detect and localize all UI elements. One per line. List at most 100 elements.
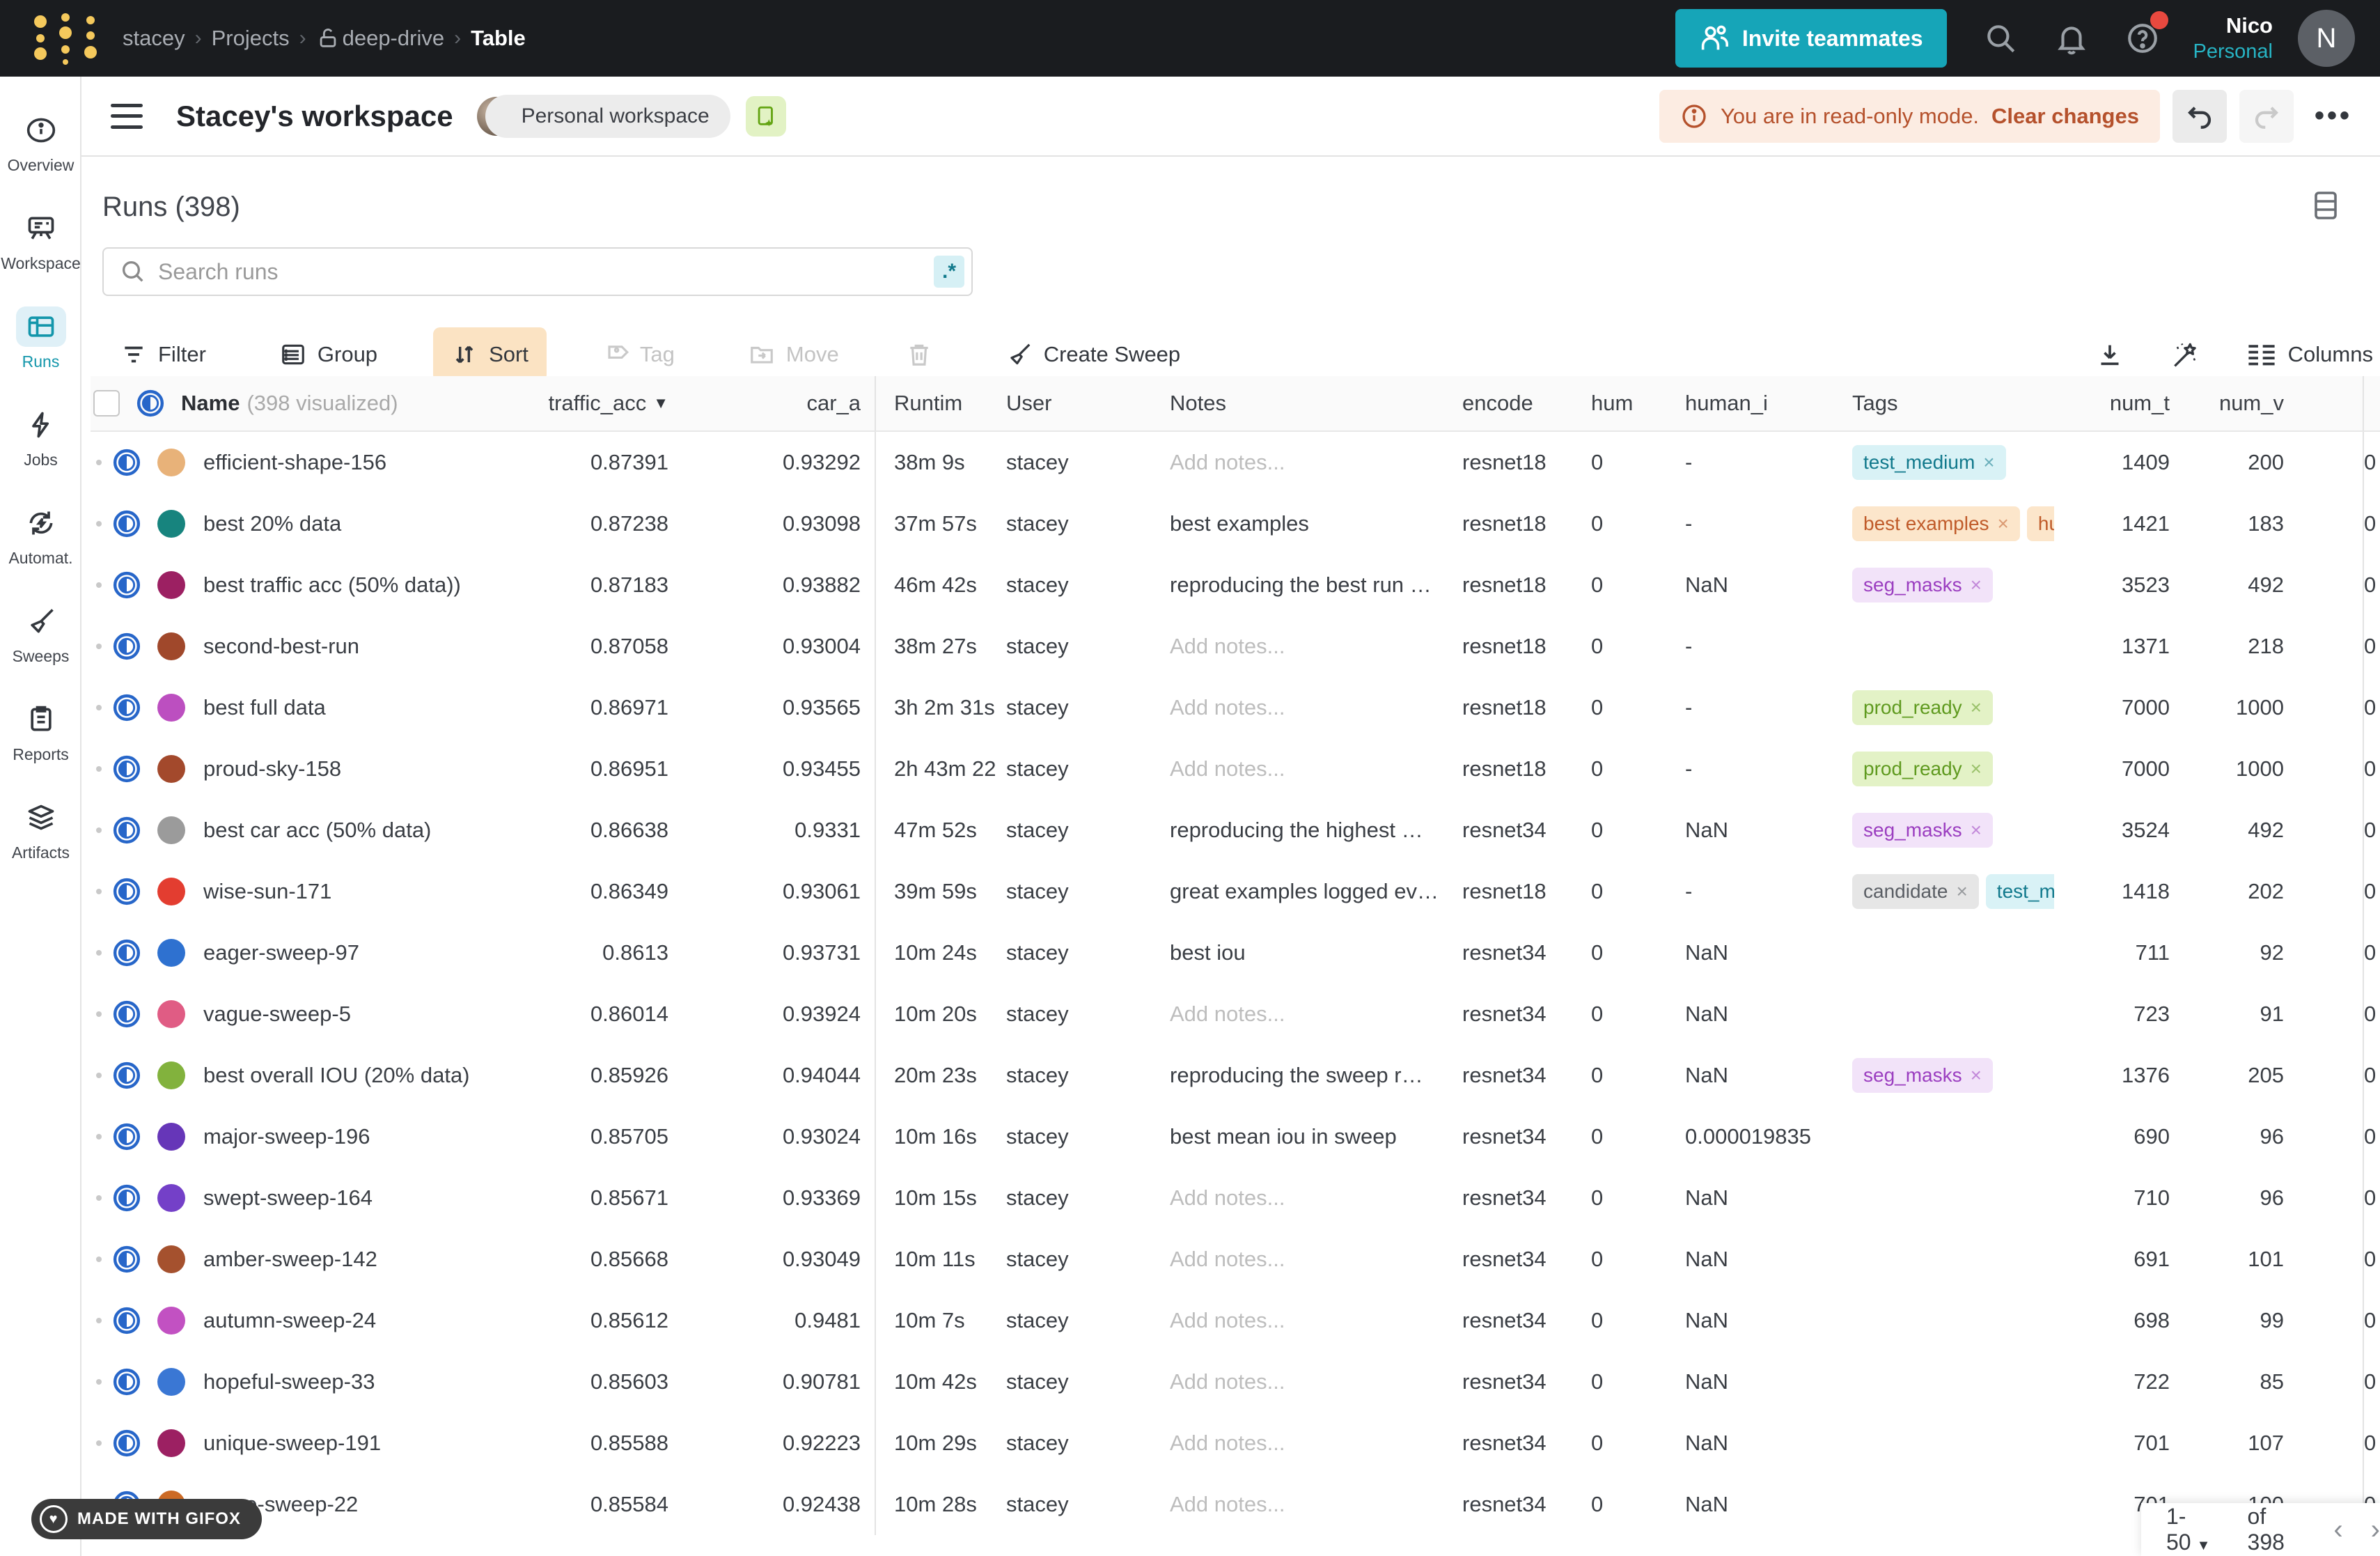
table-row[interactable]: unique-sweep-191 0.85588 0.92223 10m 29s… [91,1413,2380,1474]
select-all-checkbox[interactable] [93,390,120,417]
tag-pill[interactable]: seg_masks × [1852,1058,1993,1093]
remove-tag-icon[interactable]: × [1971,758,1982,780]
visibility-eye-icon[interactable] [111,508,142,539]
tag-pill[interactable]: prod_ready × [1852,752,1993,786]
table-row[interactable]: best traffic acc (50% data)) 0.87183 0.9… [91,554,2380,616]
sidebar-item-jobs[interactable]: Jobs [0,405,81,469]
visibility-eye-icon[interactable] [111,876,142,907]
invite-teammates-button[interactable]: Invite teammates [1675,9,1947,68]
cell-notes[interactable]: Add notes... [1170,1229,1462,1290]
avatar[interactable]: N [2298,10,2355,67]
remove-tag-icon[interactable]: × [1971,574,1982,596]
cell-notes[interactable]: Add notes... [1170,1413,1462,1474]
table-row[interactable]: best 20% data 0.87238 0.93098 37m 57s st… [91,493,2380,554]
visibility-eye-icon[interactable] [111,570,142,600]
sort-button[interactable]: Sort [433,327,547,382]
tag-pill[interactable]: seg_masks × [1852,813,1993,848]
cell-notes[interactable]: best iou [1170,922,1462,983]
workspace-title[interactable]: Stacey's workspace [176,100,453,133]
sidebar-item-workspace[interactable]: Workspace [0,208,81,273]
drag-handle[interactable] [96,1379,102,1385]
visibility-eye-icon[interactable] [111,815,142,846]
regex-toggle-button[interactable]: .* [934,256,964,288]
panel-layout-icon[interactable] [2312,190,2340,224]
visibility-eye-icon[interactable] [111,1060,142,1091]
cell-notes[interactable]: Add notes... [1170,1351,1462,1413]
table-row[interactable]: best car acc (50% data) 0.86638 0.9331 4… [91,800,2380,861]
visibility-eye-icon[interactable] [111,447,142,478]
breadcrumb-project[interactable]: deep-drive [343,26,444,51]
tag-pill[interactable]: best examples × [1852,506,2020,541]
column-header-traffic-acc[interactable]: traffic_acc▼ [536,376,668,430]
run-name[interactable]: wise-sun-171 [203,879,331,904]
column-header-hum[interactable]: hum [1591,376,1685,430]
page-range-dropdown[interactable]: 1-50▼ [2166,1504,2227,1555]
drag-handle[interactable] [96,827,102,833]
table-row[interactable]: best overall IOU (20% data) 0.85926 0.94… [91,1045,2380,1106]
drag-handle[interactable] [96,766,102,772]
cell-notes[interactable]: best examples [1170,493,1462,554]
table-row[interactable]: hopeful-sweep-33 0.85603 0.90781 10m 42s… [91,1351,2380,1413]
notifications-bell-icon[interactable] [2054,21,2089,56]
table-row[interactable]: efficient-shape-156 0.87391 0.93292 38m … [91,432,2380,493]
run-name[interactable]: eager-sweep-97 [203,940,359,965]
column-header-notes[interactable]: Notes [1170,376,1462,430]
visibility-eye-icon[interactable] [111,1367,142,1397]
table-row[interactable]: amber-sweep-142 0.85668 0.93049 10m 11s … [91,1229,2380,1290]
remove-tag-icon[interactable]: × [1983,451,1994,474]
sidebar-item-reports[interactable]: Reports [0,699,81,764]
tag-pill[interactable]: candidate × [1852,874,1979,909]
breadcrumb-user[interactable]: stacey [123,26,185,51]
run-name[interactable]: proud-sky-158 [203,756,341,781]
drag-handle[interactable] [96,1073,102,1078]
create-sweep-button[interactable]: Create Sweep [988,327,1198,382]
cell-notes[interactable]: reproducing the highest … [1170,800,1462,861]
columns-button[interactable]: Columns [2246,327,2373,382]
table-row[interactable]: azure-sweep-22 0.85584 0.92438 10m 28s s… [91,1474,2380,1535]
visibility-eye-icon[interactable] [111,692,142,723]
drag-handle[interactable] [96,521,102,527]
tag-button[interactable]: Tag [584,327,693,382]
column-header-num-t[interactable]: num_t [2054,376,2170,430]
run-name[interactable]: best 20% data [203,511,341,536]
remove-tag-icon[interactable]: × [1998,513,2009,535]
breadcrumb-table[interactable]: Table [471,26,526,51]
table-row[interactable]: second-best-run 0.87058 0.93004 38m 27s … [91,616,2380,677]
column-header-tags[interactable]: Tags [1852,376,2054,430]
breadcrumb-projects[interactable]: Projects [212,26,290,51]
table-row[interactable]: vague-sweep-5 0.86014 0.93924 10m 20s st… [91,983,2380,1045]
run-name[interactable]: amber-sweep-142 [203,1247,377,1272]
run-name[interactable]: best car acc (50% data) [203,818,431,843]
remove-tag-icon[interactable]: × [1971,697,1982,719]
tag-pill[interactable]: test_medium × [1852,445,2006,480]
column-header-name[interactable]: Name [181,391,240,416]
sidebar-item-runs[interactable]: Runs [0,306,81,371]
run-name[interactable]: vague-sweep-5 [203,1002,351,1027]
table-row[interactable]: proud-sky-158 0.86951 0.93455 2h 43m 22 … [91,738,2380,800]
run-name[interactable]: best full data [203,695,326,720]
column-header-human-id[interactable]: human_i [1685,376,1852,430]
search-runs-input[interactable] [158,259,934,285]
cell-notes[interactable]: Add notes... [1170,1290,1462,1351]
drag-handle[interactable] [96,644,102,649]
drag-handle[interactable] [96,1195,102,1201]
cell-notes[interactable]: Add notes... [1170,432,1462,493]
sidebar-item-overview[interactable]: Overview [0,110,81,175]
cell-notes[interactable]: Add notes... [1170,983,1462,1045]
run-name[interactable]: efficient-shape-156 [203,450,386,475]
drag-handle[interactable] [96,460,102,465]
tag-pill[interactable]: test_medium × [1986,874,2054,909]
visibility-eye-icon[interactable] [111,999,142,1029]
table-row[interactable]: wise-sun-171 0.86349 0.93061 39m 59s sta… [91,861,2380,922]
drag-handle[interactable] [96,705,102,710]
column-header-num-v[interactable]: num_v [2170,376,2284,430]
delete-button[interactable] [888,327,950,382]
cell-notes[interactable]: great examples logged ev… [1170,861,1462,922]
user-info[interactable]: Nico Personal [2193,13,2273,65]
remove-tag-icon[interactable]: × [1971,819,1982,841]
run-name[interactable]: autumn-sweep-24 [203,1308,376,1333]
group-button[interactable]: Group [262,327,396,382]
export-button[interactable] [2096,327,2124,382]
run-name[interactable]: best overall IOU (20% data) [203,1063,470,1088]
visibility-eye-icon[interactable] [111,1244,142,1275]
